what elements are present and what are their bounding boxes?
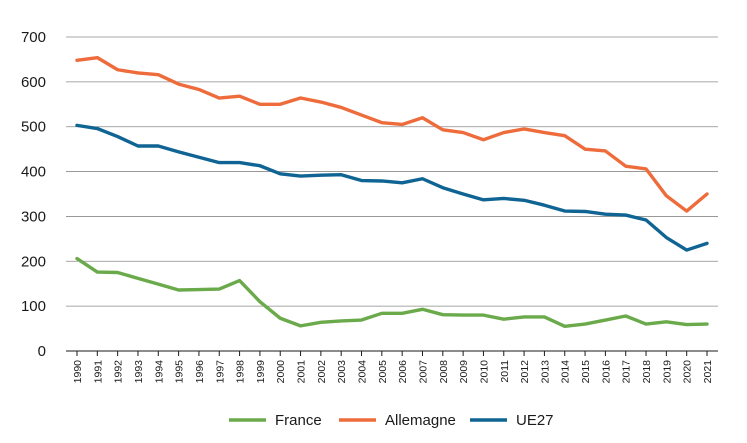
x-tick-label: 2004 [357,360,369,384]
x-tick-label: 2002 [316,360,328,384]
legend-label-france: France [275,412,322,429]
x-tick-label: 1990 [72,360,84,384]
y-tick-label: 100 [21,298,46,315]
y-tick-label: 600 [21,74,46,91]
series-line-france [75,256,709,329]
x-tick-label: 2014 [560,360,572,384]
x-tick-label: 2003 [336,360,348,384]
x-tick-label: 1993 [133,360,145,384]
x-tick-label: 1995 [174,360,186,384]
series-lines [75,55,709,329]
x-tick-label: 1998 [235,360,247,384]
x-tick-label: 1992 [113,360,125,384]
legend-label-allemagne: Allemagne [385,412,456,429]
y-tick-label: 500 [21,119,46,136]
x-tick-label: 2020 [682,360,694,384]
x-tick-label: 2017 [621,360,633,384]
series-line-allemagne [75,55,709,213]
x-tick-label: 1996 [194,360,206,384]
x-tick-label: 1994 [153,360,165,384]
x-axis-ticks: 1990 1991 1992 1993 1994 1995 1996 1997 1998 1999… [72,351,714,383]
x-tick-label: 2007 [417,360,429,384]
x-tick-label: 2001 [296,360,308,384]
y-tick-label: 700 [21,29,46,46]
x-tick-label: 2011 [499,360,511,383]
legend-label-ue27: UE27 [516,412,554,429]
x-tick-label: 2018 [641,360,653,384]
x-tick-label: 2005 [377,360,389,384]
x-tick-label: 2009 [458,360,470,384]
x-tick-label: 1997 [214,360,226,384]
x-tick-label: 1991 [92,360,104,384]
x-tick-label: 2000 [275,360,287,384]
legend: France Allemagne UE27 [229,412,554,429]
y-tick-label: 0 [38,343,46,360]
y-tick-label: 200 [21,253,46,270]
series-line-ue27 [75,123,709,252]
x-tick-label: 2016 [600,360,612,384]
x-tick-label: 2019 [661,360,673,384]
x-tick-label: 2010 [478,360,490,384]
x-tick-label: 2008 [438,360,450,384]
x-tick-label: 2021 [702,360,714,384]
y-axis-ticks: 0 100 200 300 400 500 600 700 [21,29,46,360]
x-tick-label: 2015 [580,360,592,384]
x-tick-label: 2012 [519,360,531,384]
x-tick-label: 2013 [539,360,551,384]
y-tick-label: 300 [21,208,46,225]
x-tick-label: 1999 [255,360,267,384]
y-tick-label: 400 [21,164,46,181]
x-tick-label: 2006 [397,360,409,384]
